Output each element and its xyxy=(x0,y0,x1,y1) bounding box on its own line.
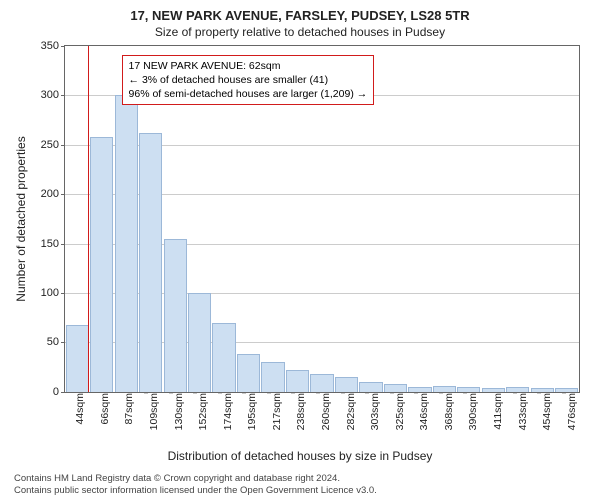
plot-area: Number of detached properties 0501001502… xyxy=(64,45,580,393)
histogram-bar xyxy=(531,388,554,392)
histogram-bar xyxy=(115,95,138,392)
histogram-bar xyxy=(90,137,113,392)
x-axis-label: Distribution of detached houses by size … xyxy=(10,449,590,463)
histogram-bar xyxy=(188,293,211,392)
x-tick-label: 454sqm xyxy=(541,393,553,430)
x-tick-label: 217sqm xyxy=(271,393,283,430)
property-marker-line xyxy=(88,46,89,392)
x-tick-label: 87sqm xyxy=(123,393,135,425)
histogram-bar xyxy=(237,354,260,392)
footer-line-1: Contains HM Land Registry data © Crown c… xyxy=(14,473,590,485)
histogram-bar xyxy=(506,387,529,392)
chart-container: 17, NEW PARK AVENUE, FARSLEY, PUDSEY, LS… xyxy=(0,0,600,500)
histogram-bar xyxy=(164,239,187,392)
x-tick-label: 260sqm xyxy=(320,393,332,430)
chart-footer: Contains HM Land Registry data © Crown c… xyxy=(10,473,590,498)
property-info-box: 17 NEW PARK AVENUE: 62sqm← 3% of detache… xyxy=(122,55,375,106)
x-tick-label: 282sqm xyxy=(345,393,357,430)
x-tick-label: 238sqm xyxy=(295,393,307,430)
y-axis-label: Number of detached properties xyxy=(14,136,28,301)
histogram-bar xyxy=(212,323,235,392)
chart-subtitle: Size of property relative to detached ho… xyxy=(10,25,590,39)
x-tick-label: 325sqm xyxy=(394,393,406,430)
histogram-bar xyxy=(433,386,456,392)
x-tick-label: 303sqm xyxy=(369,393,381,430)
histogram-bar xyxy=(139,133,162,392)
histogram-bar xyxy=(310,374,333,392)
x-tick-label: 130sqm xyxy=(173,393,185,430)
chart-title: 17, NEW PARK AVENUE, FARSLEY, PUDSEY, LS… xyxy=(10,8,590,25)
info-box-line: ← 3% of detached houses are smaller (41) xyxy=(129,73,368,87)
info-box-line: 17 NEW PARK AVENUE: 62sqm xyxy=(129,59,368,73)
histogram-bar xyxy=(384,384,407,392)
x-tick-label: 109sqm xyxy=(148,393,160,430)
y-tick-label: 150 xyxy=(41,238,59,250)
x-tick-label: 476sqm xyxy=(566,393,578,430)
y-tick-label: 100 xyxy=(41,287,59,299)
y-tick-label: 350 xyxy=(41,40,59,52)
x-tick-label: 368sqm xyxy=(443,393,455,430)
info-box-line: 96% of semi-detached houses are larger (… xyxy=(129,87,368,101)
x-tick-label: 44sqm xyxy=(74,393,86,425)
x-tick-row: 44sqm 66sqm 87sqm 109sqm 130sqm 152sqm 174sqm 1… xyxy=(64,393,580,449)
y-tick-label: 50 xyxy=(47,336,59,348)
x-tick-label: 433sqm xyxy=(517,393,529,430)
histogram-bar xyxy=(408,387,431,392)
x-tick-label: 195sqm xyxy=(246,393,258,430)
x-tick-label: 390sqm xyxy=(467,393,479,430)
histogram-bar xyxy=(286,370,309,392)
x-tick-label: 346sqm xyxy=(418,393,430,430)
y-tick-label: 250 xyxy=(41,139,59,151)
x-tick-label: 174sqm xyxy=(222,393,234,430)
x-tick-label: 411sqm xyxy=(492,393,504,430)
y-tick-label: 200 xyxy=(41,188,59,200)
histogram-bar xyxy=(261,362,284,392)
histogram-bar xyxy=(335,377,358,392)
histogram-bar xyxy=(482,388,505,392)
histogram-bar xyxy=(66,325,89,392)
y-tick-label: 0 xyxy=(53,386,59,398)
histogram-bar xyxy=(555,388,578,392)
footer-line-2: Contains public sector information licen… xyxy=(14,485,590,497)
y-tick-label: 300 xyxy=(41,89,59,101)
x-tick-label: 152sqm xyxy=(197,393,209,430)
x-tick-label: 66sqm xyxy=(99,393,111,425)
histogram-bar xyxy=(359,382,382,392)
histogram-bar xyxy=(457,387,480,392)
